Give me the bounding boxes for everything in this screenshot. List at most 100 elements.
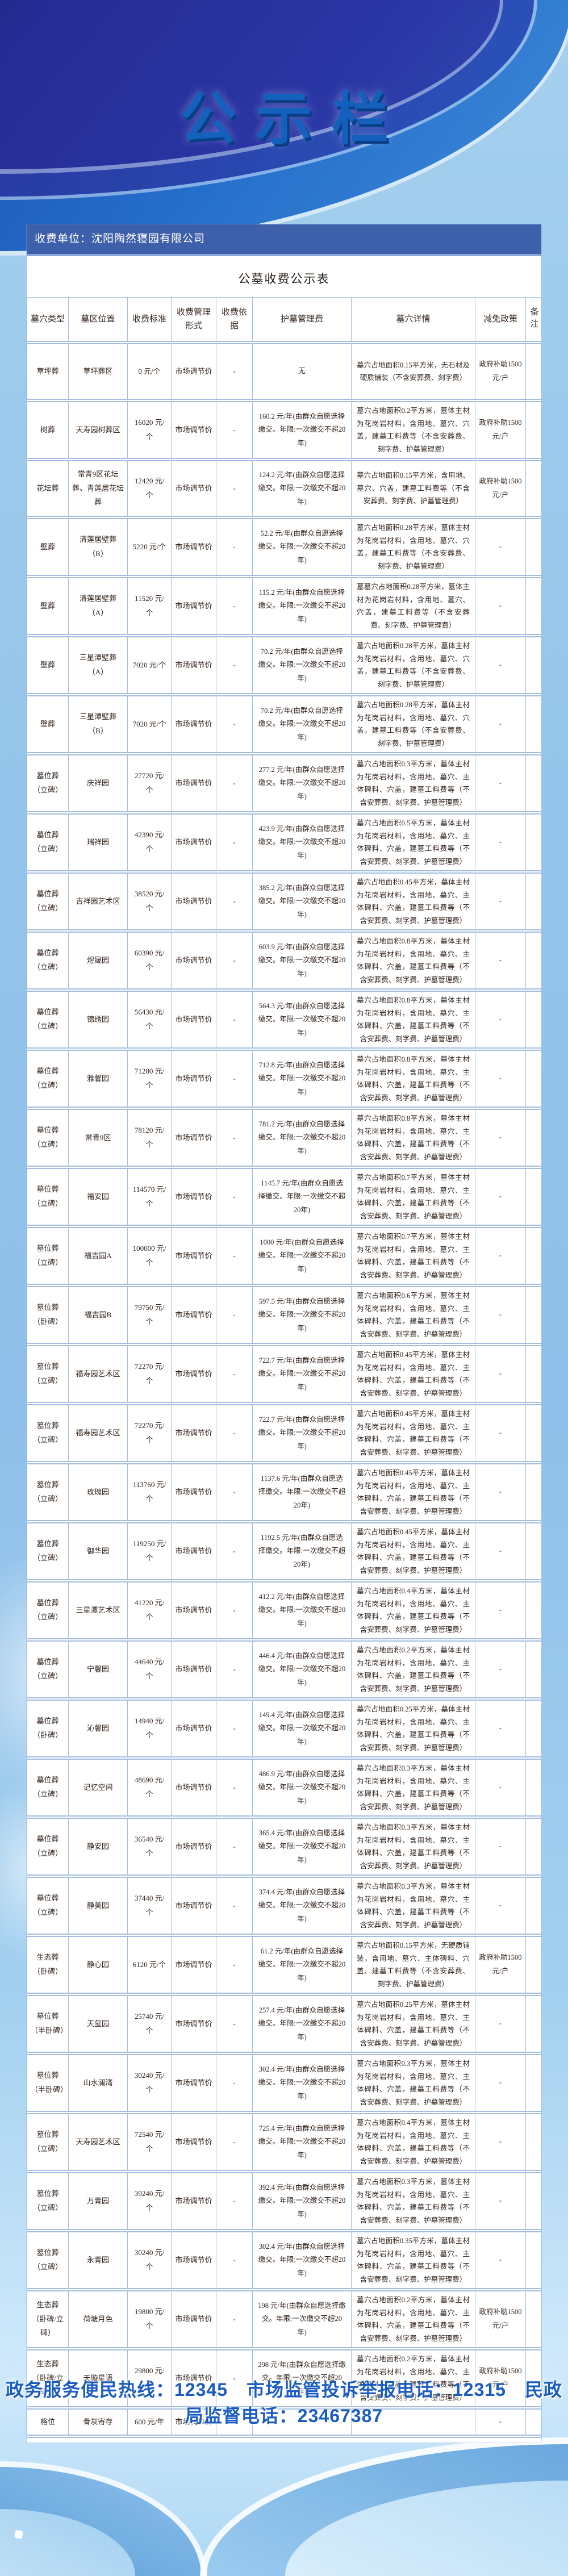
cell-loc: 骨灰寄存 xyxy=(68,2407,128,2438)
cell-basis: - xyxy=(216,1344,253,1405)
cell-detail xyxy=(351,2407,475,2438)
cell-price: 36540 元/个 xyxy=(127,1817,172,1878)
cell-note xyxy=(525,1521,542,1583)
cell-mgmt: 市场调节价 xyxy=(171,1698,216,1760)
cell-policy: 政府补助1500 元/户 xyxy=(475,2348,526,2410)
cell-loc: 锦绣园 xyxy=(68,990,128,1051)
cell-price: 25740 元/个 xyxy=(127,1994,172,2055)
cell-detail: 墓穴占地面积0.2平方米，墓体主材为花岗岩材料，含用地、墓穴、主体碑料、穴盖，建… xyxy=(351,1639,475,1701)
cell-detail: 墓穴占地面积0.2平方米，墓体主材为花岗岩材料，含用地、墓穴、主体碑料、穴盖，建… xyxy=(351,2348,475,2410)
cell-care: 277.2 元/年(由群众自愿选择缴交。年限:一次缴交不超20年) xyxy=(252,753,352,815)
cell-loc: 三星潭壁葬（A） xyxy=(68,635,128,696)
cell-note xyxy=(525,694,542,755)
table-row: 墓位葬（立碑） 三星潭艺术区 41220 元/个 市场调节价 -412.2 元/年(由群… xyxy=(27,1580,542,1642)
cell-detail: 墓墓穴占地面积0.28平方米，墓体主材为花岗岩材料，含用地、墓穴、穴盖，建墓工料… xyxy=(351,576,475,637)
cell-loc: 御华园 xyxy=(68,1521,128,1583)
cell-basis: - xyxy=(216,1935,253,1996)
cell-mgmt: 市场调节价 xyxy=(171,2230,216,2291)
table-row: 生态葬（卧碑） 静心园 6120 元/个 市场调节价 -61.2 元/年(由群众自愿选择… xyxy=(27,1935,542,1996)
cell-type: 墓位葬（立碑） xyxy=(27,2171,69,2232)
cell-basis: - xyxy=(216,930,253,992)
cell-mgmt: 市场调节价 xyxy=(171,1049,216,1110)
cell-note xyxy=(525,459,542,519)
cell-policy: - xyxy=(475,1521,526,1583)
cell-mgmt: 市场调节价 xyxy=(171,2053,216,2114)
cell-type: 墓位葬（立碑） xyxy=(27,1462,69,1523)
cell-basis: - xyxy=(216,1049,253,1110)
cell-basis: - xyxy=(216,1580,253,1642)
table-row: 墓位葬（立碑） 福寿园艺术区 72270 元/个 市场调节价 -722.7 元/年(由群… xyxy=(27,1403,542,1464)
cell-note xyxy=(525,2289,542,2350)
cell-note xyxy=(525,342,542,402)
cell-loc: 记忆空间 xyxy=(68,1757,128,1819)
cell-type: 墓位葬（卧碑） xyxy=(27,1698,69,1760)
cell-detail: 墓穴占地面积0.28平方米，墓体主材为花岗岩材料，含用地、墓穴、穴盖，建墓工料费… xyxy=(351,694,475,755)
cell-type: 墓位葬（立碑） xyxy=(27,1226,69,1287)
cell-detail: 墓穴占地面积0.15平方米，无石材及硬质铺装（不含安葬费、刻字费） xyxy=(351,342,475,402)
cell-note xyxy=(525,1226,542,1287)
cell-note xyxy=(525,1049,542,1110)
cell-policy: - xyxy=(475,576,526,637)
cell-note xyxy=(525,1817,542,1878)
cell-mgmt: 市场调节价 xyxy=(171,1580,216,1642)
cell-price: 72270 元/个 xyxy=(127,1344,172,1405)
cell-price: 79750 元/个 xyxy=(127,1285,172,1346)
cell-basis: - xyxy=(216,990,253,1051)
table-row: 墓位葬（立碑） 记忆空间 48690 元/个 市场调节价 -486.9 元/年(由群众自… xyxy=(27,1757,542,1819)
cell-note xyxy=(525,871,542,933)
table-row: 墓位葬（立碑） 宁馨园 44640 元/个 市场调节价 -446.4 元/年(由群众自愿… xyxy=(27,1639,542,1701)
cell-price: 27720 元/个 xyxy=(127,753,172,815)
cell-type: 墓位葬（立碑） xyxy=(27,1344,69,1405)
cell-note xyxy=(525,2053,542,2114)
cell-detail: 墓穴占地面积0.45平方米，墓体主材为花岗岩材料，含用地、墓穴、主体碑料、穴盖，… xyxy=(351,871,475,933)
cell-care: 149.4 元/年(由群众自愿选择缴交。年限:一次缴交不超20年) xyxy=(252,1698,352,1760)
cell-note xyxy=(525,2112,542,2173)
cell-basis: - xyxy=(216,1757,253,1819)
table-title: 公墓收费公示表 xyxy=(238,272,330,286)
table-row: 壁葬 三星潭壁葬（A） 7020 元/个 市场调节价 -70.2 元/年(由群众自愿选择… xyxy=(27,635,542,696)
cell-price: 113760 元/个 xyxy=(127,1462,172,1523)
cell-price: 0 元/个 xyxy=(127,342,172,402)
cell-mgmt: 市场调节价 xyxy=(171,400,216,461)
cell-basis: - xyxy=(216,1817,253,1878)
cell-note xyxy=(525,2407,542,2438)
table-row: 墓位葬（半卧碑） 天玺园 25740 元/个 市场调节价 -257.4 元/年(由群众自… xyxy=(27,1994,542,2055)
cell-care: 298 元/年(由群众自愿选择缴交。年限:一次缴交不超20年) xyxy=(252,2348,352,2410)
cell-policy: - xyxy=(475,1226,526,1287)
cell-loc: 天璇星语 xyxy=(68,2348,128,2410)
cell-loc: 宁馨园 xyxy=(68,1639,128,1701)
cell-price: 5220 元/个 xyxy=(127,517,172,578)
cell-detail: 墓穴占地面积0.8平方米，墓体主材为花岗岩材料，含用地、墓穴、主体碑料、穴盖，建… xyxy=(351,930,475,992)
cell-price: 7020 元/个 xyxy=(127,694,172,755)
cell-loc: 静安园 xyxy=(68,1817,128,1878)
cell-price: 72270 元/个 xyxy=(127,1403,172,1464)
cell-policy: - xyxy=(475,1285,526,1346)
table-row: 生态葬（卧碑/立碑） 天璇星语 29800 元/个 市场调节价 -298 元/年(由群众… xyxy=(27,2348,542,2410)
cell-type: 生态葬（卧碑/立碑） xyxy=(27,2289,69,2350)
cell-mgmt: 市场调节价 xyxy=(171,1226,216,1287)
cell-policy: - xyxy=(475,2171,526,2232)
cell-detail: 墓穴占地面积0.3平方米，墓体主材为花岗岩材料，含用地、墓穴、主体碑料、穴盖，建… xyxy=(351,2171,475,2232)
cell-basis: - xyxy=(216,1994,253,2055)
cell-price: 119250 元/个 xyxy=(127,1521,172,1583)
table-row: 墓位葬（立碑） 常青9区 78120 元/个 市场调节价 -781.2 元/年(由群众自… xyxy=(27,1108,542,1169)
cell-price: 7020 元/个 xyxy=(127,635,172,696)
table-row: 墓位葬（立碑） 永青园 30240 元/个 市场调节价 -302.4 元/年(由群众自愿… xyxy=(27,2230,542,2291)
cell-type: 墓位葬（立碑） xyxy=(27,1757,69,1819)
cell-policy: - xyxy=(475,517,526,578)
cell-basis: - xyxy=(216,1462,253,1523)
table-row: 墓位葬（立碑） 吉祥园艺术区 38520 元/个 市场调节价 -385.2 元/年(由群… xyxy=(27,871,542,933)
cell-policy: - xyxy=(475,635,526,696)
footer-hotlines: 政务服务便民热线：12345 市场监管投诉举报电话：12315 民政局监督电话：… xyxy=(6,2379,562,2426)
cell-type: 墓位葬（立碑） xyxy=(27,1049,69,1110)
cell-care: 124.2 元/年(由群众自愿选择缴交。年限:一次缴交不超20年) xyxy=(252,459,352,519)
cell-care: 722.7 元/年(由群众自愿选择缴交。年限:一次缴交不超20年) xyxy=(252,1403,352,1464)
cell-loc: 福寿园艺术区 xyxy=(68,1403,128,1464)
fee-unit-label: 收费单位：沈阳陶然寝园有限公司 xyxy=(35,233,206,245)
cell-mgmt: 市场调节价 xyxy=(171,342,216,402)
cell-policy: - xyxy=(475,1580,526,1642)
cell-loc: 三星潭艺术区 xyxy=(68,1580,128,1642)
cell-note xyxy=(525,930,542,992)
cell-detail: 墓穴占地面积0.45平方米，墓体主材为花岗岩材料，含用地、墓穴、主体碑料、穴盖，… xyxy=(351,1462,475,1523)
cell-type: 墓位葬（立碑） xyxy=(27,1167,69,1228)
